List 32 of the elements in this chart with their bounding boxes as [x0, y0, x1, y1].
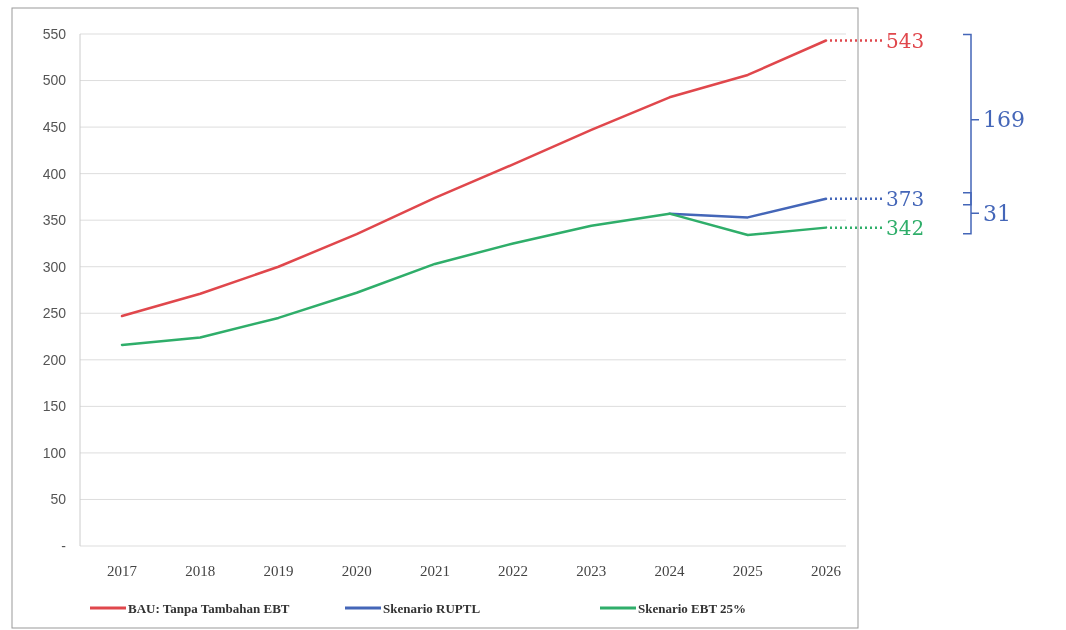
y-tick-label: 550	[42, 25, 67, 42]
x-tick-label: 2018	[185, 563, 216, 579]
legend-label: BAU: Tanpa Tambahan EBT	[128, 600, 290, 616]
y-tick-label: 150	[42, 398, 67, 415]
x-tick-label: 2024	[654, 563, 686, 579]
y-tick-label: -	[61, 537, 67, 554]
y-tick-label: 100	[42, 444, 67, 461]
x-tick-label: 2022	[498, 563, 529, 579]
x-tick-label: 2019	[263, 563, 294, 579]
y-tick-label: 50	[50, 491, 67, 508]
y-tick-label: 300	[42, 258, 67, 275]
legend-label: Skenario RUPTL	[383, 600, 481, 616]
x-tick-label: 2017	[107, 563, 138, 579]
line-series	[120, 39, 828, 318]
y-tick-label: 200	[42, 351, 67, 368]
line-series	[120, 212, 828, 347]
x-tick-label: 2021	[419, 563, 450, 579]
text: 31	[983, 200, 1011, 226]
y-tick-label: 500	[42, 72, 67, 89]
y-tick-label: 350	[42, 212, 67, 229]
y-tick-label: 450	[42, 118, 67, 135]
x-tick-label: 2020	[341, 563, 372, 579]
data-label: 543	[886, 28, 925, 53]
legend-label: Skenario EBT 25%	[638, 600, 747, 616]
y-tick-label: 400	[42, 165, 67, 182]
data-label: 342	[886, 215, 925, 240]
text: 169	[983, 107, 1025, 133]
x-tick-label: 2023	[576, 563, 607, 579]
y-tick-label: 250	[42, 305, 67, 322]
x-tick-label: 2026	[811, 563, 842, 579]
x-tick-label: 2025	[732, 563, 763, 579]
data-label: 373	[886, 186, 925, 211]
